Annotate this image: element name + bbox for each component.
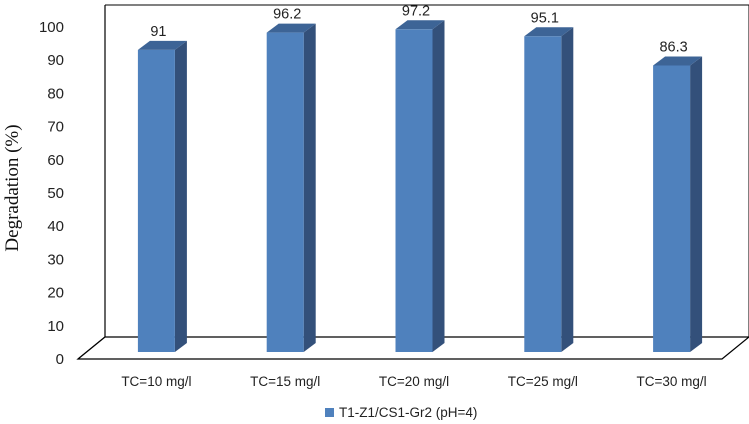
bar-front-face: [137, 49, 175, 352]
back-left-wall-edge: [77, 5, 106, 360]
x-category-label: TC=30 mg/l: [637, 374, 707, 389]
y-tick-label: 80: [47, 85, 64, 102]
bar-top-face: [653, 56, 703, 66]
y-tick-label: 100: [39, 19, 64, 36]
bar-side-face: [561, 27, 574, 352]
back-wall-frame: [105, 4, 749, 337]
bar: [524, 27, 574, 352]
y-tick-label: 60: [47, 152, 64, 169]
y-tick-label: 40: [47, 218, 64, 235]
legend-label: T1-Z1/CS1-Gr2 (pH=4): [339, 405, 477, 420]
y-tick-label: 20: [47, 285, 64, 302]
bar-front-face: [266, 32, 304, 353]
bars: [137, 20, 703, 353]
y-axis-label: Degradation (%): [2, 124, 23, 251]
y-tick-label: 70: [47, 119, 64, 136]
bar: [137, 40, 187, 352]
x-category-label: TC=15 mg/l: [250, 374, 320, 389]
bar: [653, 56, 703, 352]
x-category-label: TC=20 mg/l: [379, 374, 449, 389]
bar-front-face: [395, 29, 433, 353]
bar-side-face: [174, 40, 187, 352]
y-tick-label: 30: [47, 251, 64, 268]
y-tick-label: 50: [47, 185, 64, 202]
data-label: 95.1: [531, 10, 559, 26]
data-label: 96.2: [273, 7, 301, 23]
data-labels: 91 96.2 97.2 95.1 86.3: [150, 3, 687, 55]
bar-front-face: [653, 65, 691, 352]
legend-swatch: [325, 408, 334, 417]
bar: [395, 20, 445, 353]
x-category-label: TC=25 mg/l: [508, 374, 578, 389]
bar-front-face: [524, 36, 562, 352]
bar-side-face: [690, 56, 703, 352]
y-tick-label: 90: [47, 52, 64, 69]
x-axis-categories: TC=10 mg/l TC=15 mg/l TC=20 mg/l TC=25 mg/l…: [121, 374, 706, 389]
y-axis-ticks: 0 10 20 30 40 50 60 70 80 90 100: [39, 19, 64, 368]
legend: T1-Z1/CS1-Gr2 (pH=4): [325, 405, 477, 420]
y-tick-label: 10: [47, 318, 64, 335]
x-category-label: TC=10 mg/l: [121, 374, 191, 389]
bar: [266, 23, 316, 353]
data-label: 86.3: [659, 39, 687, 55]
bar-side-face: [432, 20, 445, 353]
bar-side-face: [303, 23, 316, 353]
bar-top-face: [395, 20, 445, 30]
y-tick-label: 0: [56, 351, 64, 368]
data-label: 97.2: [402, 3, 430, 19]
data-label: 91: [150, 24, 166, 40]
bar-top-face: [266, 23, 316, 33]
bar-top-face: [137, 40, 187, 50]
bar-top-face: [524, 27, 574, 37]
